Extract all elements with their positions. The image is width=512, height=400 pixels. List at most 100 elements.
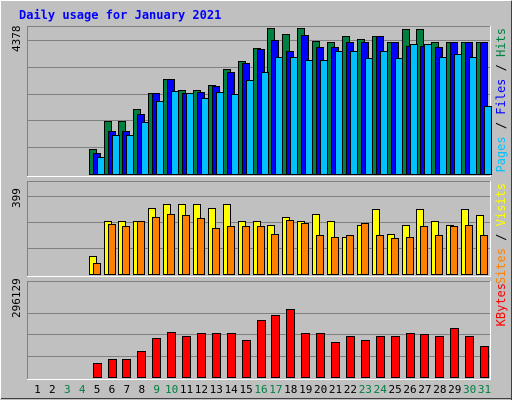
bar-kbytes-day-31 <box>480 346 489 378</box>
bar-pages-day-23 <box>365 58 373 175</box>
bar-sites-day-7 <box>122 226 130 275</box>
day-label-21: 21 <box>329 383 342 396</box>
bar-kbytes-day-17 <box>271 315 280 378</box>
legend-kbytes: KBytes <box>494 283 508 326</box>
day-label-17: 17 <box>269 383 282 396</box>
chart-title: Daily usage for January 2021 <box>19 8 221 22</box>
bar-sites-day-8 <box>137 221 145 275</box>
bar-pages-day-19 <box>305 60 313 175</box>
bar-pages-day-12 <box>201 98 209 175</box>
bar-sites-day-23 <box>361 223 369 275</box>
day-label-10: 10 <box>165 383 178 396</box>
bar-sites-day-18 <box>286 220 294 275</box>
legend-pages: Pages <box>494 136 508 172</box>
chart-panel-1: 4378 Pages / Files / Hits <box>10 26 508 177</box>
day-label-9: 9 <box>153 383 160 396</box>
bar-kbytes-day-9 <box>152 338 161 378</box>
bar-sites-day-25 <box>391 238 399 275</box>
bar-kbytes-day-18 <box>286 309 295 378</box>
bar-kbytes-day-26 <box>406 333 415 378</box>
bar-sites-day-31 <box>480 235 488 275</box>
bar-sites-day-28 <box>435 235 443 275</box>
day-label-19: 19 <box>299 383 312 396</box>
day-label-16: 16 <box>254 383 267 396</box>
y-max-label: 296129 <box>10 278 23 318</box>
chart-panel-3: 296129 KBytes <box>10 278 508 380</box>
series-legend: KBytes <box>494 283 508 326</box>
day-label-4: 4 <box>79 383 86 396</box>
bar-kbytes-day-14 <box>227 333 236 378</box>
day-label-13: 13 <box>210 383 223 396</box>
bar-sites-day-29 <box>450 226 458 275</box>
bar-kbytes-day-28 <box>435 336 444 378</box>
bar-pages-day-21 <box>335 51 343 175</box>
bar-sites-day-24 <box>376 235 384 275</box>
bar-pages-day-6 <box>112 135 120 175</box>
day-label-14: 14 <box>225 383 239 396</box>
bar-sites-day-11 <box>182 215 190 275</box>
legend-hits: Hits <box>494 28 508 57</box>
bar-kbytes-day-13 <box>212 333 221 378</box>
bar-pages-day-22 <box>350 51 358 175</box>
bar-kbytes-day-7 <box>122 359 131 378</box>
bar-sites-day-16 <box>257 226 265 275</box>
bar-sites-day-12 <box>197 218 205 275</box>
day-label-24: 24 <box>374 383 388 396</box>
bar-sites-day-13 <box>212 228 220 275</box>
bar-kbytes-day-30 <box>465 336 474 378</box>
day-label-22: 22 <box>344 383 357 396</box>
bar-pages-day-7 <box>126 135 134 175</box>
bar-sites-day-5 <box>93 263 101 275</box>
bar-pages-day-15 <box>246 80 254 175</box>
bar-kbytes-day-15 <box>242 340 251 378</box>
day-label-6: 6 <box>109 383 116 396</box>
bar-pages-day-27 <box>424 44 432 175</box>
bar-pages-day-26 <box>410 44 418 175</box>
bar-pages-day-16 <box>261 72 269 175</box>
day-label-1: 1 <box>34 383 41 396</box>
day-label-3: 3 <box>64 383 71 396</box>
day-label-27: 27 <box>418 383 431 396</box>
bar-kbytes-day-11 <box>182 336 191 378</box>
day-label-30: 30 <box>463 383 476 396</box>
bar-kbytes-day-20 <box>316 333 325 378</box>
bar-sites-day-21 <box>331 237 339 275</box>
bar-pages-day-28 <box>439 57 447 175</box>
bar-pages-day-11 <box>186 93 194 175</box>
bar-sites-day-26 <box>406 237 414 275</box>
day-label-26: 26 <box>403 383 416 396</box>
bar-kbytes-day-16 <box>257 320 266 378</box>
day-label-12: 12 <box>195 383 208 396</box>
y-max-label: 4378 <box>10 26 23 53</box>
day-label-7: 7 <box>124 383 131 396</box>
bar-kbytes-day-27 <box>420 334 429 378</box>
chart-panel-2: 399 Sites / Visits <box>10 181 508 284</box>
day-label-31: 31 <box>478 383 491 396</box>
legend-sites: Sites <box>494 248 508 284</box>
day-label-29: 29 <box>448 383 461 396</box>
bar-kbytes-day-12 <box>197 333 206 378</box>
day-label-11: 11 <box>180 383 193 396</box>
bar-sites-day-17 <box>271 234 279 275</box>
bar-pages-day-31 <box>484 106 492 175</box>
bar-pages-day-24 <box>380 51 388 175</box>
bar-sites-day-22 <box>346 235 354 275</box>
bar-sites-day-6 <box>108 224 116 275</box>
legend-files: Files <box>494 79 508 115</box>
bar-pages-day-25 <box>395 58 403 175</box>
bar-pages-day-9 <box>156 101 164 175</box>
bar-pages-day-20 <box>320 60 328 175</box>
bar-pages-day-5 <box>97 157 105 175</box>
day-label-23: 23 <box>359 383 372 396</box>
bar-pages-day-14 <box>231 94 239 175</box>
series-legend: Sites / Visits <box>494 183 508 284</box>
series-legend: Pages / Files / Hits <box>494 28 508 173</box>
bar-sites-day-20 <box>316 235 324 275</box>
bar-pages-day-10 <box>171 91 179 175</box>
bar-sites-day-30 <box>465 225 473 275</box>
bar-pages-day-18 <box>290 57 298 175</box>
bar-kbytes-day-10 <box>167 332 176 378</box>
bar-kbytes-day-21 <box>331 342 340 378</box>
bar-sites-day-10 <box>167 214 175 275</box>
